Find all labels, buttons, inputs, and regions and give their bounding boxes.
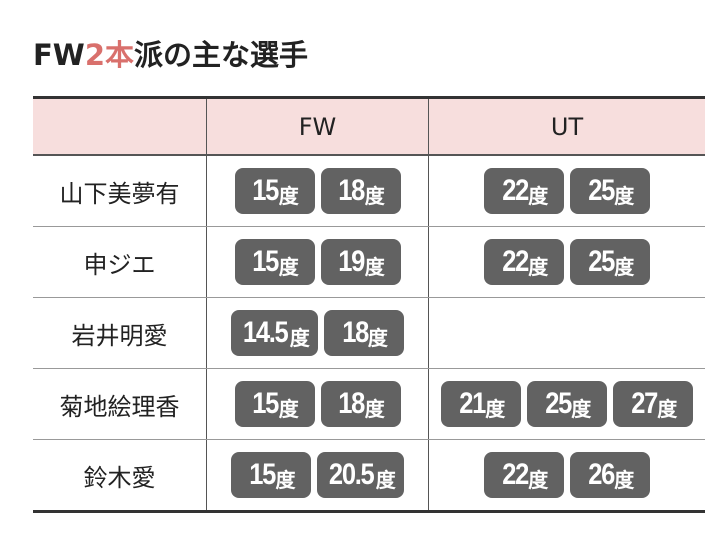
loft-badge: 22 度: [484, 452, 564, 498]
fw-cell: 15 度 19 度: [206, 226, 429, 298]
player-name: 菊地絵理香: [33, 368, 207, 440]
table-row: 岩井明愛 14.5 度 18 度: [33, 297, 705, 369]
ut-cell: [428, 297, 705, 369]
loft-value: 20.5: [329, 458, 375, 491]
table-row: 鈴木愛 15 度 20.5 度 22 度 26 度: [33, 439, 705, 513]
ut-badges: 22 度 25 度: [429, 168, 705, 214]
loft-badge: 15 度: [231, 452, 312, 498]
loft-badge: 19 度: [320, 239, 401, 285]
loft-badge: 25 度: [527, 381, 607, 427]
loft-value: 25: [545, 387, 572, 420]
fw-badges: 15 度 20.5 度: [207, 452, 428, 498]
header-ut: UT: [428, 96, 705, 156]
page-title: FW2本派の主な選手: [33, 32, 308, 74]
player-name: 鈴木愛: [33, 439, 207, 513]
ut-cell: 22 度 25 度: [428, 155, 705, 227]
loft-unit: 度: [278, 256, 299, 279]
loft-badge: 27 度: [613, 381, 693, 427]
loft-badge: 26 度: [570, 452, 650, 498]
loft-unit: 度: [657, 398, 678, 421]
loft-value: 15: [252, 174, 280, 207]
loft-badge: 25 度: [570, 239, 650, 285]
loft-value: 15: [252, 387, 280, 420]
header-blank: [33, 96, 207, 156]
loft-unit: 度: [528, 469, 549, 492]
loft-badge: 22 度: [484, 168, 564, 214]
table-row: 申ジエ 15 度 19 度 22 度 25 度: [33, 226, 705, 298]
loft-value: 27: [631, 387, 658, 420]
ut-badges: 22 度 25 度: [429, 239, 705, 285]
loft-unit: 度: [485, 398, 506, 421]
loft-unit: 度: [614, 256, 635, 279]
loft-unit: 度: [571, 398, 592, 421]
loft-unit: 度: [289, 327, 310, 350]
loft-value: 21: [459, 387, 486, 420]
loft-value: 25: [588, 245, 615, 278]
loft-badge: 20.5 度: [317, 452, 404, 498]
loft-value: 19: [338, 245, 366, 278]
player-name: 山下美夢有: [33, 155, 207, 227]
loft-value: 15: [252, 245, 280, 278]
fw-cell: 15 度 18 度: [206, 155, 429, 227]
loft-badge: 15 度: [234, 381, 315, 427]
player-name: 岩井明愛: [33, 297, 207, 369]
ut-badges: 22 度 26 度: [429, 452, 705, 498]
title-accent: 2本: [84, 38, 134, 72]
fw-badges: 15 度 18 度: [207, 381, 428, 427]
players-table: FW UT 山下美夢有 15 度 18 度 22 度 25 度申ジエ 15 度 19 度 22 度 25 度岩井…: [33, 96, 705, 513]
loft-value: 14.5: [243, 316, 289, 349]
title-suffix: 派の主な選手: [134, 38, 309, 72]
ut-cell: 22 度 26 度: [428, 439, 705, 513]
loft-value: 22: [502, 245, 529, 278]
loft-unit: 度: [364, 185, 385, 208]
loft-unit: 度: [614, 185, 635, 208]
loft-unit: 度: [375, 469, 396, 492]
loft-unit: 度: [278, 185, 299, 208]
fw-badges: 15 度 19 度: [207, 239, 428, 285]
loft-unit: 度: [278, 398, 299, 421]
ut-badges: 21 度 25 度 27 度: [429, 381, 705, 427]
ut-cell: 22 度 25 度: [428, 226, 705, 298]
loft-unit: 度: [364, 398, 385, 421]
loft-value: 18: [338, 174, 366, 207]
fw-badges: 15 度 18 度: [207, 168, 428, 214]
fw-cell: 15 度 20.5 度: [206, 439, 429, 513]
loft-unit: 度: [367, 327, 388, 350]
loft-badge: 21 度: [441, 381, 521, 427]
loft-value: 15: [249, 458, 276, 491]
header-row: FW UT: [33, 96, 705, 156]
header-fw: FW: [206, 96, 429, 156]
title-prefix: FW: [33, 38, 85, 72]
loft-unit: 度: [275, 469, 296, 492]
table-row: 菊地絵理香 15 度 18 度 21 度 25 度 27 度: [33, 368, 705, 440]
loft-value: 22: [502, 458, 529, 491]
ut-cell: 21 度 25 度 27 度: [428, 368, 705, 440]
fw-badges: 14.5 度 18 度: [207, 310, 428, 356]
loft-badge: 18 度: [320, 381, 401, 427]
player-name: 申ジエ: [33, 226, 207, 298]
loft-badge: 15 度: [234, 168, 315, 214]
loft-unit: 度: [528, 185, 549, 208]
fw-cell: 15 度 18 度: [206, 368, 429, 440]
loft-badge: 18 度: [323, 310, 404, 356]
loft-value: 18: [341, 316, 369, 349]
loft-value: 22: [502, 174, 529, 207]
loft-unit: 度: [614, 469, 635, 492]
fw-cell: 14.5 度 18 度: [206, 297, 429, 369]
loft-badge: 15 度: [234, 239, 315, 285]
loft-value: 26: [588, 458, 615, 491]
loft-badge: 14.5 度: [231, 310, 318, 356]
loft-badge: 22 度: [484, 239, 564, 285]
loft-unit: 度: [364, 256, 385, 279]
loft-value: 18: [338, 387, 366, 420]
loft-badge: 18 度: [320, 168, 401, 214]
loft-value: 25: [588, 174, 615, 207]
loft-unit: 度: [528, 256, 549, 279]
loft-badge: 25 度: [570, 168, 650, 214]
table-row: 山下美夢有 15 度 18 度 22 度 25 度: [33, 155, 705, 227]
